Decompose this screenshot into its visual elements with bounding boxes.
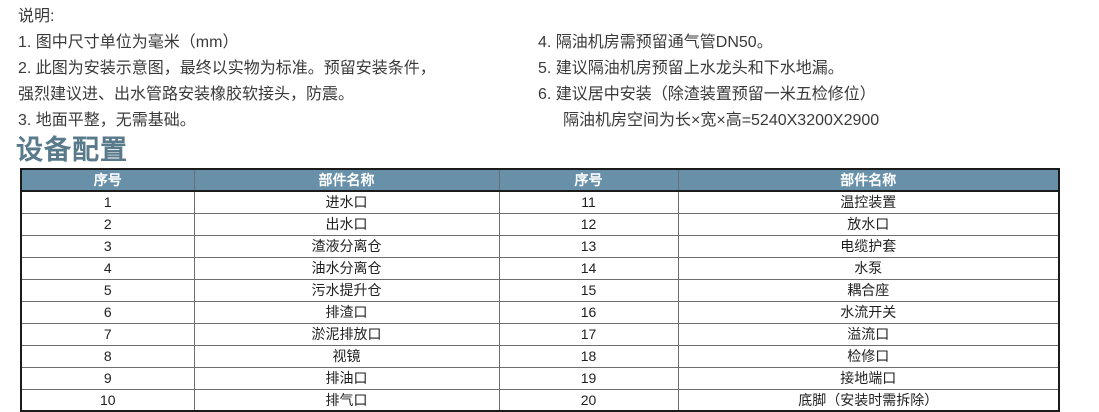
- serial-cell: 20: [498, 388, 679, 412]
- table-row: 7 淤泥排放口 17 溢流口: [20, 322, 1060, 346]
- header-serial-right: 序号: [498, 168, 679, 192]
- serial-cell: 17: [498, 322, 679, 346]
- serial-cell: 8: [20, 344, 195, 368]
- part-name-cell: 出水口: [193, 212, 500, 236]
- part-name-cell: 放水口: [677, 212, 1060, 236]
- note-line-4: 4. 隔油机房需预留通气管DN50。: [538, 34, 773, 51]
- note-line-3: 3. 地面平整，无需基础。: [18, 112, 196, 129]
- part-name-cell: 溢流口: [677, 322, 1060, 346]
- serial-cell: 16: [498, 300, 679, 324]
- part-name-cell: 水流开关: [677, 300, 1060, 324]
- equipment-table: 序号 部件名称 序号 部件名称 1 进水口 11 温控装置 2 出水口 12 放水口 3 渣液分离…: [20, 168, 1060, 412]
- notes-title: 说明:: [18, 8, 55, 25]
- part-name-cell: 排油口: [193, 366, 500, 390]
- serial-cell: 18: [498, 344, 679, 368]
- part-name-cell: 油水分离仓: [193, 256, 500, 280]
- equipment-table-body: 1 进水口 11 温控装置 2 出水口 12 放水口 3 渣液分离仓 13 电缆护套 4 油水分离仓 14 水…: [20, 190, 1060, 412]
- note-line-2: 2. 此图为安装示意图，最终以实物为标准。预留安装条件，: [18, 60, 436, 77]
- part-name-cell: 淤泥排放口: [193, 322, 500, 346]
- serial-cell: 1: [20, 190, 195, 214]
- note-line-5: 5. 建议隔油机房预留上水龙头和下水地漏。: [538, 60, 844, 77]
- part-name-cell: 水泵: [677, 256, 1060, 280]
- part-name-cell: 排气口: [193, 388, 500, 412]
- notes-right-column: 4. 隔油机房需预留通气管DN50。 5. 建议隔油机房预留上水龙头和下水地漏。…: [538, 30, 879, 134]
- serial-cell: 7: [20, 322, 195, 346]
- table-row: 8 视镜 18 检修口: [20, 344, 1060, 368]
- table-row: 2 出水口 12 放水口: [20, 212, 1060, 236]
- serial-cell: 9: [20, 366, 195, 390]
- part-name-cell: 污水提升仓: [193, 278, 500, 302]
- serial-cell: 6: [20, 300, 195, 324]
- note-line-6: 6. 建议居中安装（除渣装置预留一米五检修位）: [538, 86, 876, 103]
- header-serial-left: 序号: [20, 168, 195, 192]
- table-row: 10 排气口 20 底脚（安装时需拆除）: [20, 388, 1060, 412]
- serial-cell: 10: [20, 388, 195, 412]
- note-line-6-continued: 隔油机房空间为长×宽×高=5240X3200X2900: [563, 112, 880, 129]
- serial-cell: 5: [20, 278, 195, 302]
- header-part-name-left: 部件名称: [193, 168, 500, 192]
- note-line-1: 1. 图中尺寸单位为毫米（mm）: [18, 34, 239, 51]
- serial-cell: 3: [20, 234, 195, 258]
- serial-cell: 11: [498, 190, 679, 214]
- serial-cell: 4: [20, 256, 195, 280]
- table-row: 1 进水口 11 温控装置: [20, 190, 1060, 214]
- part-name-cell: 检修口: [677, 344, 1060, 368]
- serial-cell: 14: [498, 256, 679, 280]
- serial-cell: 13: [498, 234, 679, 258]
- part-name-cell: 电缆护套: [677, 234, 1060, 258]
- part-name-cell: 排渣口: [193, 300, 500, 324]
- table-row: 9 排油口 19 接地端口: [20, 366, 1060, 390]
- equipment-table-header: 序号 部件名称 序号 部件名称: [20, 168, 1060, 192]
- part-name-cell: 接地端口: [677, 366, 1060, 390]
- part-name-cell: 耦合座: [677, 278, 1060, 302]
- section-title: 设备配置: [16, 135, 128, 165]
- serial-cell: 19: [498, 366, 679, 390]
- note-line-2-continued: 强烈建议进、出水管路安装橡胶软接头，防震。: [18, 86, 355, 103]
- table-row: 5 污水提升仓 15 耦合座: [20, 278, 1060, 302]
- serial-cell: 15: [498, 278, 679, 302]
- table-row: 4 油水分离仓 14 水泵: [20, 256, 1060, 280]
- table-row: 3 渣液分离仓 13 电缆护套: [20, 234, 1060, 258]
- header-row: 序号 部件名称 序号 部件名称: [20, 168, 1060, 192]
- part-name-cell: 底脚（安装时需拆除）: [677, 388, 1060, 412]
- part-name-cell: 进水口: [193, 190, 500, 214]
- serial-cell: 2: [20, 212, 195, 236]
- header-part-name-right: 部件名称: [677, 168, 1060, 192]
- part-name-cell: 渣液分离仓: [193, 234, 500, 258]
- notes-left-column: 说明: 1. 图中尺寸单位为毫米（mm） 2. 此图为安装示意图，最终以实物为标…: [18, 4, 436, 134]
- part-name-cell: 温控装置: [677, 190, 1060, 214]
- table-row: 6 排渣口 16 水流开关: [20, 300, 1060, 324]
- serial-cell: 12: [498, 212, 679, 236]
- part-name-cell: 视镜: [193, 344, 500, 368]
